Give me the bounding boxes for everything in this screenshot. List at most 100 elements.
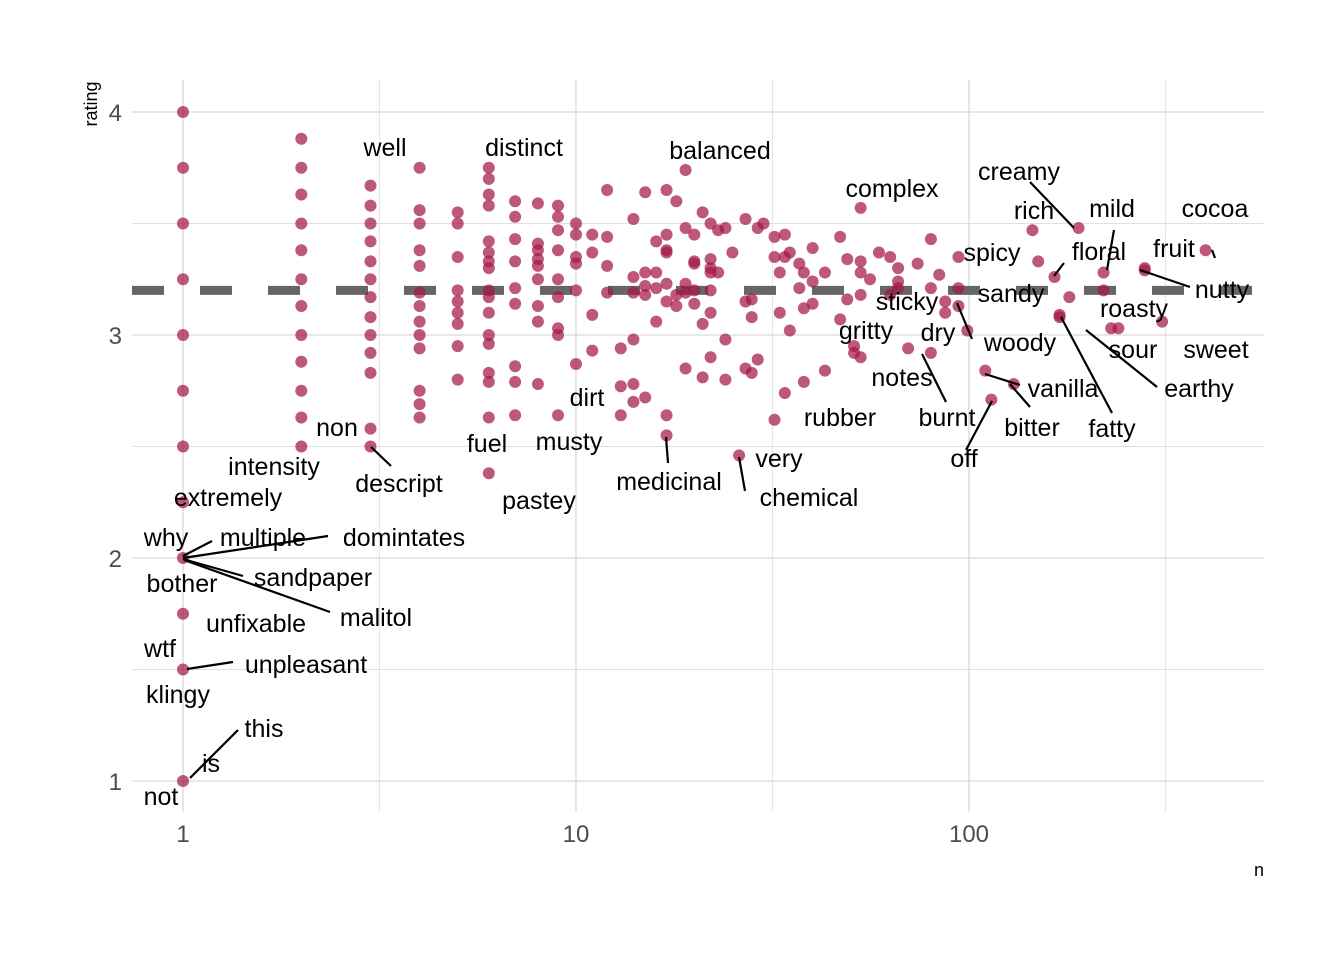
data-point — [531, 315, 544, 328]
data-point — [482, 306, 495, 319]
data-point — [531, 273, 544, 286]
leader-line-fatty — [1060, 316, 1113, 414]
data-point — [1199, 244, 1212, 257]
data-point — [864, 273, 877, 286]
data-point — [627, 378, 640, 391]
word-label-non: non — [316, 414, 358, 442]
word-label-bother: bother — [147, 570, 218, 598]
data-point — [531, 244, 544, 257]
data-point — [364, 255, 377, 268]
data-point — [1072, 221, 1085, 234]
data-point — [531, 300, 544, 313]
data-point — [670, 195, 683, 208]
data-point — [679, 277, 692, 290]
data-point — [177, 663, 189, 676]
data-point — [854, 351, 867, 364]
data-point — [177, 106, 189, 118]
leader-line-unpleasant — [186, 660, 234, 671]
data-point — [726, 246, 739, 259]
data-point — [841, 253, 854, 266]
leader-line-nutty — [1139, 268, 1191, 289]
data-point — [834, 230, 847, 243]
data-point — [719, 373, 732, 386]
data-point — [660, 184, 673, 197]
data-point — [295, 217, 308, 230]
data-point — [482, 467, 495, 480]
data-point — [413, 300, 426, 313]
word-label-notes: notes — [871, 364, 932, 392]
data-point — [451, 340, 464, 353]
data-point — [660, 295, 673, 308]
data-point — [696, 371, 709, 384]
word-label-floral: floral — [1072, 238, 1126, 266]
data-point — [413, 217, 426, 230]
data-point — [719, 333, 732, 346]
data-point — [627, 286, 640, 299]
data-point — [806, 242, 819, 255]
data-point — [482, 337, 495, 350]
data-point — [482, 188, 495, 201]
leader-line-woody — [955, 302, 974, 340]
data-point — [1112, 322, 1125, 335]
data-point — [902, 342, 915, 355]
y-tick-label: 2 — [109, 546, 122, 573]
data-point — [924, 282, 937, 295]
data-point — [295, 411, 308, 424]
data-point — [413, 384, 426, 397]
word-label-very: very — [755, 445, 803, 473]
data-point — [650, 315, 663, 328]
word-label-sour: sour — [1109, 336, 1158, 364]
data-point — [177, 496, 189, 509]
data-point — [509, 409, 522, 422]
data-point — [451, 250, 464, 263]
data-point — [451, 295, 464, 308]
data-point — [364, 311, 377, 324]
data-point — [509, 297, 522, 310]
data-point — [768, 413, 781, 426]
leader-line-earthy — [1085, 329, 1158, 388]
x-tick-label: 10 — [563, 821, 590, 848]
data-point — [509, 282, 522, 295]
data-point — [451, 373, 464, 386]
word-label-creamy: creamy — [978, 158, 1060, 186]
data-point — [552, 244, 565, 257]
data-point — [1026, 224, 1039, 237]
data-point — [482, 411, 495, 424]
data-points — [177, 106, 1212, 787]
word-label-spicy: spicy — [964, 239, 1021, 267]
word-label-wtf: wtf — [143, 635, 176, 663]
data-point — [704, 253, 717, 266]
data-point — [1156, 315, 1169, 328]
data-point — [660, 409, 673, 422]
data-point — [952, 282, 965, 295]
data-point — [295, 273, 308, 286]
data-point — [177, 607, 189, 620]
data-point — [364, 422, 377, 435]
data-point — [177, 329, 189, 341]
leader-line-domintates — [182, 534, 329, 560]
word-label-malitol: malitol — [340, 604, 412, 632]
data-point — [364, 273, 377, 286]
data-point — [364, 366, 377, 379]
word-label-well: well — [362, 134, 406, 162]
data-point — [509, 233, 522, 246]
data-point — [482, 366, 495, 379]
data-point — [841, 293, 854, 306]
data-point — [552, 329, 565, 341]
data-point — [413, 204, 426, 217]
data-point — [570, 228, 582, 241]
word-label-nutty: nutty — [1195, 276, 1250, 304]
data-point — [854, 266, 867, 279]
data-point — [451, 306, 464, 319]
data-point — [704, 306, 717, 319]
word-labels: well distinct balanced complex creamy rich mil… — [143, 134, 1250, 811]
word-label-dry: dry — [921, 319, 956, 347]
data-point — [552, 409, 565, 422]
data-point — [806, 275, 819, 288]
word-label-unfixable: unfixable — [206, 610, 306, 638]
data-point — [688, 257, 701, 270]
data-point — [295, 300, 308, 313]
leader-line-malitol — [183, 558, 331, 614]
data-point — [660, 429, 673, 442]
word-label-extremely: extremely — [174, 484, 283, 512]
